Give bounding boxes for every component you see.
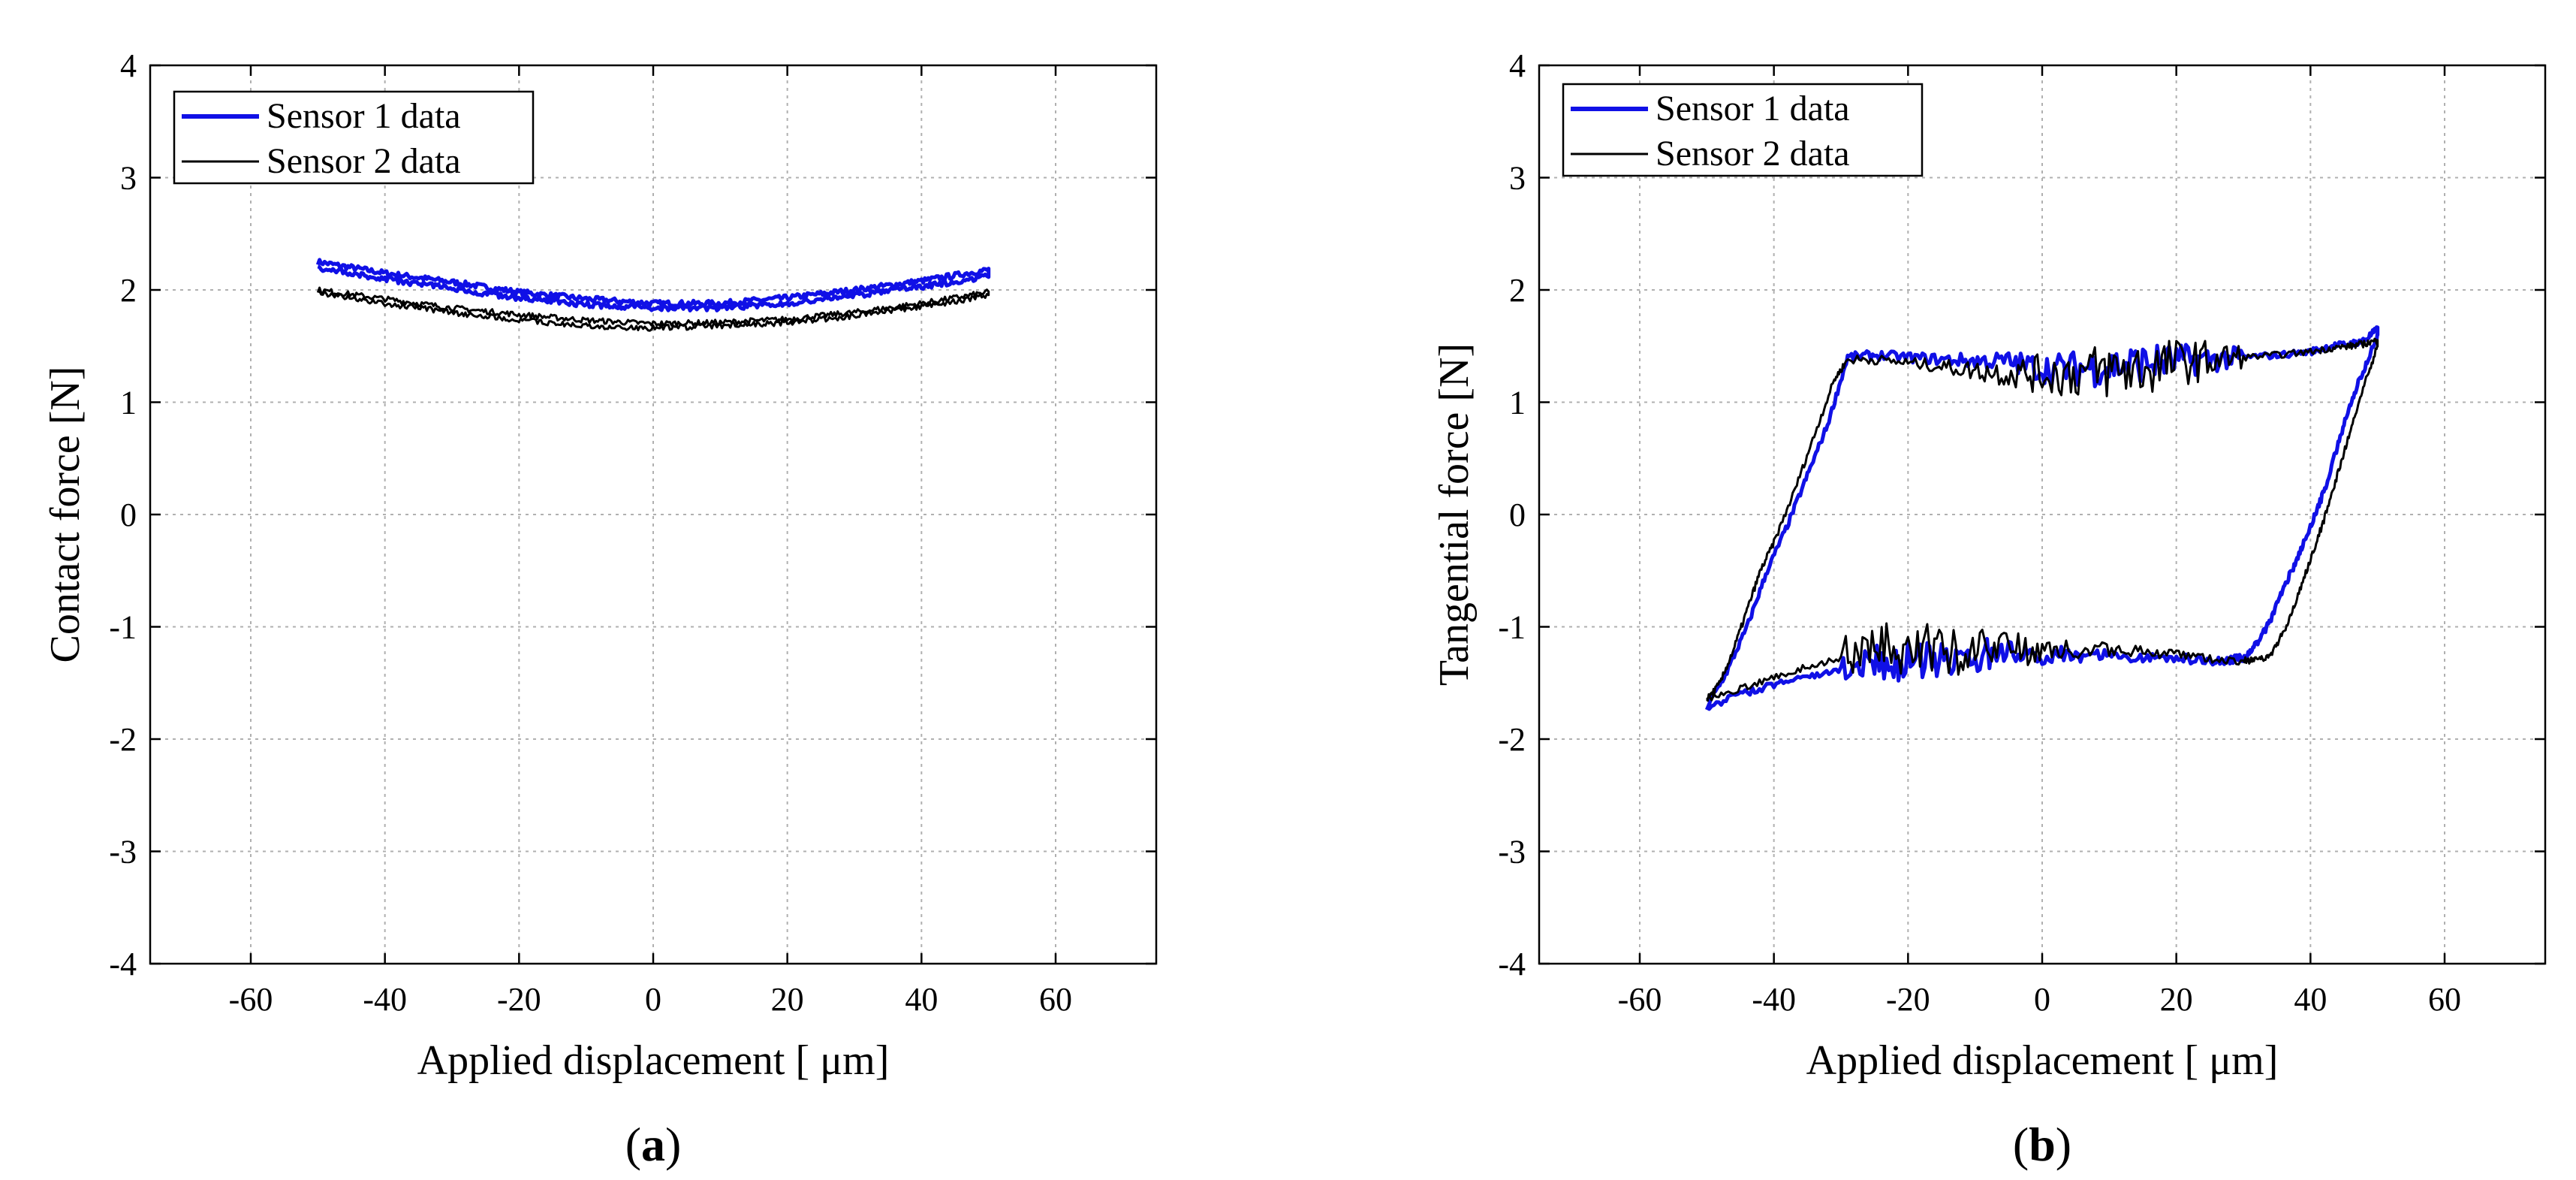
chart-panel-a: -60 -40 -20 0 20 40 60 -4 -3 -2 -1 0 1 2 3 4 Applied d…: [42, 47, 1158, 1171]
y-tick-label: 2: [120, 272, 137, 309]
y-tick-label: -2: [109, 721, 137, 758]
y-tick-label: -3: [1498, 834, 1526, 871]
series-line-sensor1-panel-b: [1704, 325, 2380, 711]
legend-box-panel-b: [1562, 83, 1924, 177]
legend-box-panel-a: [173, 90, 535, 185]
series-line-sensor2-panel-a: [316, 286, 990, 332]
y-tick-label: 4: [120, 47, 137, 84]
chart-panel-b: -60 -40 -20 0 20 40 60 -4 -3 -2 -1 0 1 2 3 4 Applied d…: [1431, 47, 2547, 1171]
legend-label-sensor1-panel-b: Sensor 1 data: [1656, 89, 1850, 128]
x-axis-label-panel-b: Applied displacement [ μm]: [1806, 1037, 2279, 1084]
grid-panel-a: [150, 65, 1156, 964]
x-tick-label: -40: [363, 981, 407, 1018]
y-tick-label: 4: [1509, 47, 1526, 84]
y-tick-label: -1: [109, 609, 137, 646]
series-line-sensor1-panel-a: [315, 258, 991, 312]
legend-label-sensor2-panel-a: Sensor 2 data: [267, 141, 461, 181]
x-tick-label: -20: [1886, 981, 1930, 1018]
y-tick-label: -1: [1498, 609, 1526, 646]
y-tick-label: -4: [1498, 946, 1526, 982]
legend-panel-b: Sensor 1 data Sensor 2 data: [1562, 83, 1924, 177]
panel-caption-letter-a: a: [641, 1118, 665, 1171]
x-tick-label: 40: [905, 981, 938, 1018]
y-tick-label: 3: [1509, 160, 1526, 197]
y-tick-label: -4: [109, 946, 137, 982]
y-tick-label: 2: [1509, 272, 1526, 309]
legend-label-sensor1-panel-a: Sensor 1 data: [267, 96, 461, 136]
x-axis-label-panel-a: Applied displacement [ μm]: [417, 1037, 890, 1084]
panel-caption-letter-b: b: [2029, 1118, 2056, 1171]
x-tick-label: 20: [771, 981, 804, 1018]
panel-caption-b: (b): [2013, 1118, 2071, 1171]
y-tick-label: 3: [120, 160, 137, 197]
y-ticks-panel-b: -4 -3 -2 -1 0 1 2 3 4: [1498, 47, 2545, 982]
x-tick-label: -20: [497, 981, 541, 1018]
series-panel-a: [315, 258, 991, 332]
x-tick-label: -60: [229, 981, 273, 1018]
x-tick-label: -60: [1618, 981, 1662, 1018]
x-tick-label: 20: [2160, 981, 2193, 1018]
y-tick-label: 0: [120, 496, 137, 533]
y-tick-label: -3: [109, 834, 137, 871]
x-tick-label: 60: [1039, 981, 1072, 1018]
y-tick-label: 1: [1509, 385, 1526, 421]
x-tick-label: 0: [645, 981, 661, 1018]
y-tick-label: 1: [120, 385, 137, 421]
y-ticks-panel-a: -4 -3 -2 -1 0 1 2 3 4: [109, 47, 1156, 982]
x-tick-label: 0: [2034, 981, 2050, 1018]
x-tick-label: 60: [2428, 981, 2461, 1018]
series-panel-b: [1704, 325, 2380, 711]
series-line-sensor2-panel-b: [1706, 337, 2379, 702]
y-axis-label-panel-a: Contact force [N]: [42, 367, 89, 663]
x-tick-label: -40: [1752, 981, 1796, 1018]
legend-panel-a: Sensor 1 data Sensor 2 data: [173, 90, 535, 185]
panel-caption-a: (a): [625, 1118, 682, 1171]
x-ticks-panel-a: -60 -40 -20 0 20 40 60: [229, 65, 1072, 1018]
x-tick-label: 40: [2294, 981, 2327, 1018]
y-tick-label: 0: [1509, 496, 1526, 533]
legend-label-sensor2-panel-b: Sensor 2 data: [1656, 134, 1850, 174]
grid-panel-b: [1539, 65, 2545, 964]
y-tick-label: -2: [1498, 721, 1526, 758]
x-ticks-panel-b: -60 -40 -20 0 20 40 60: [1618, 65, 2461, 1018]
y-axis-label-panel-b: Tangential force [N]: [1431, 343, 1478, 686]
